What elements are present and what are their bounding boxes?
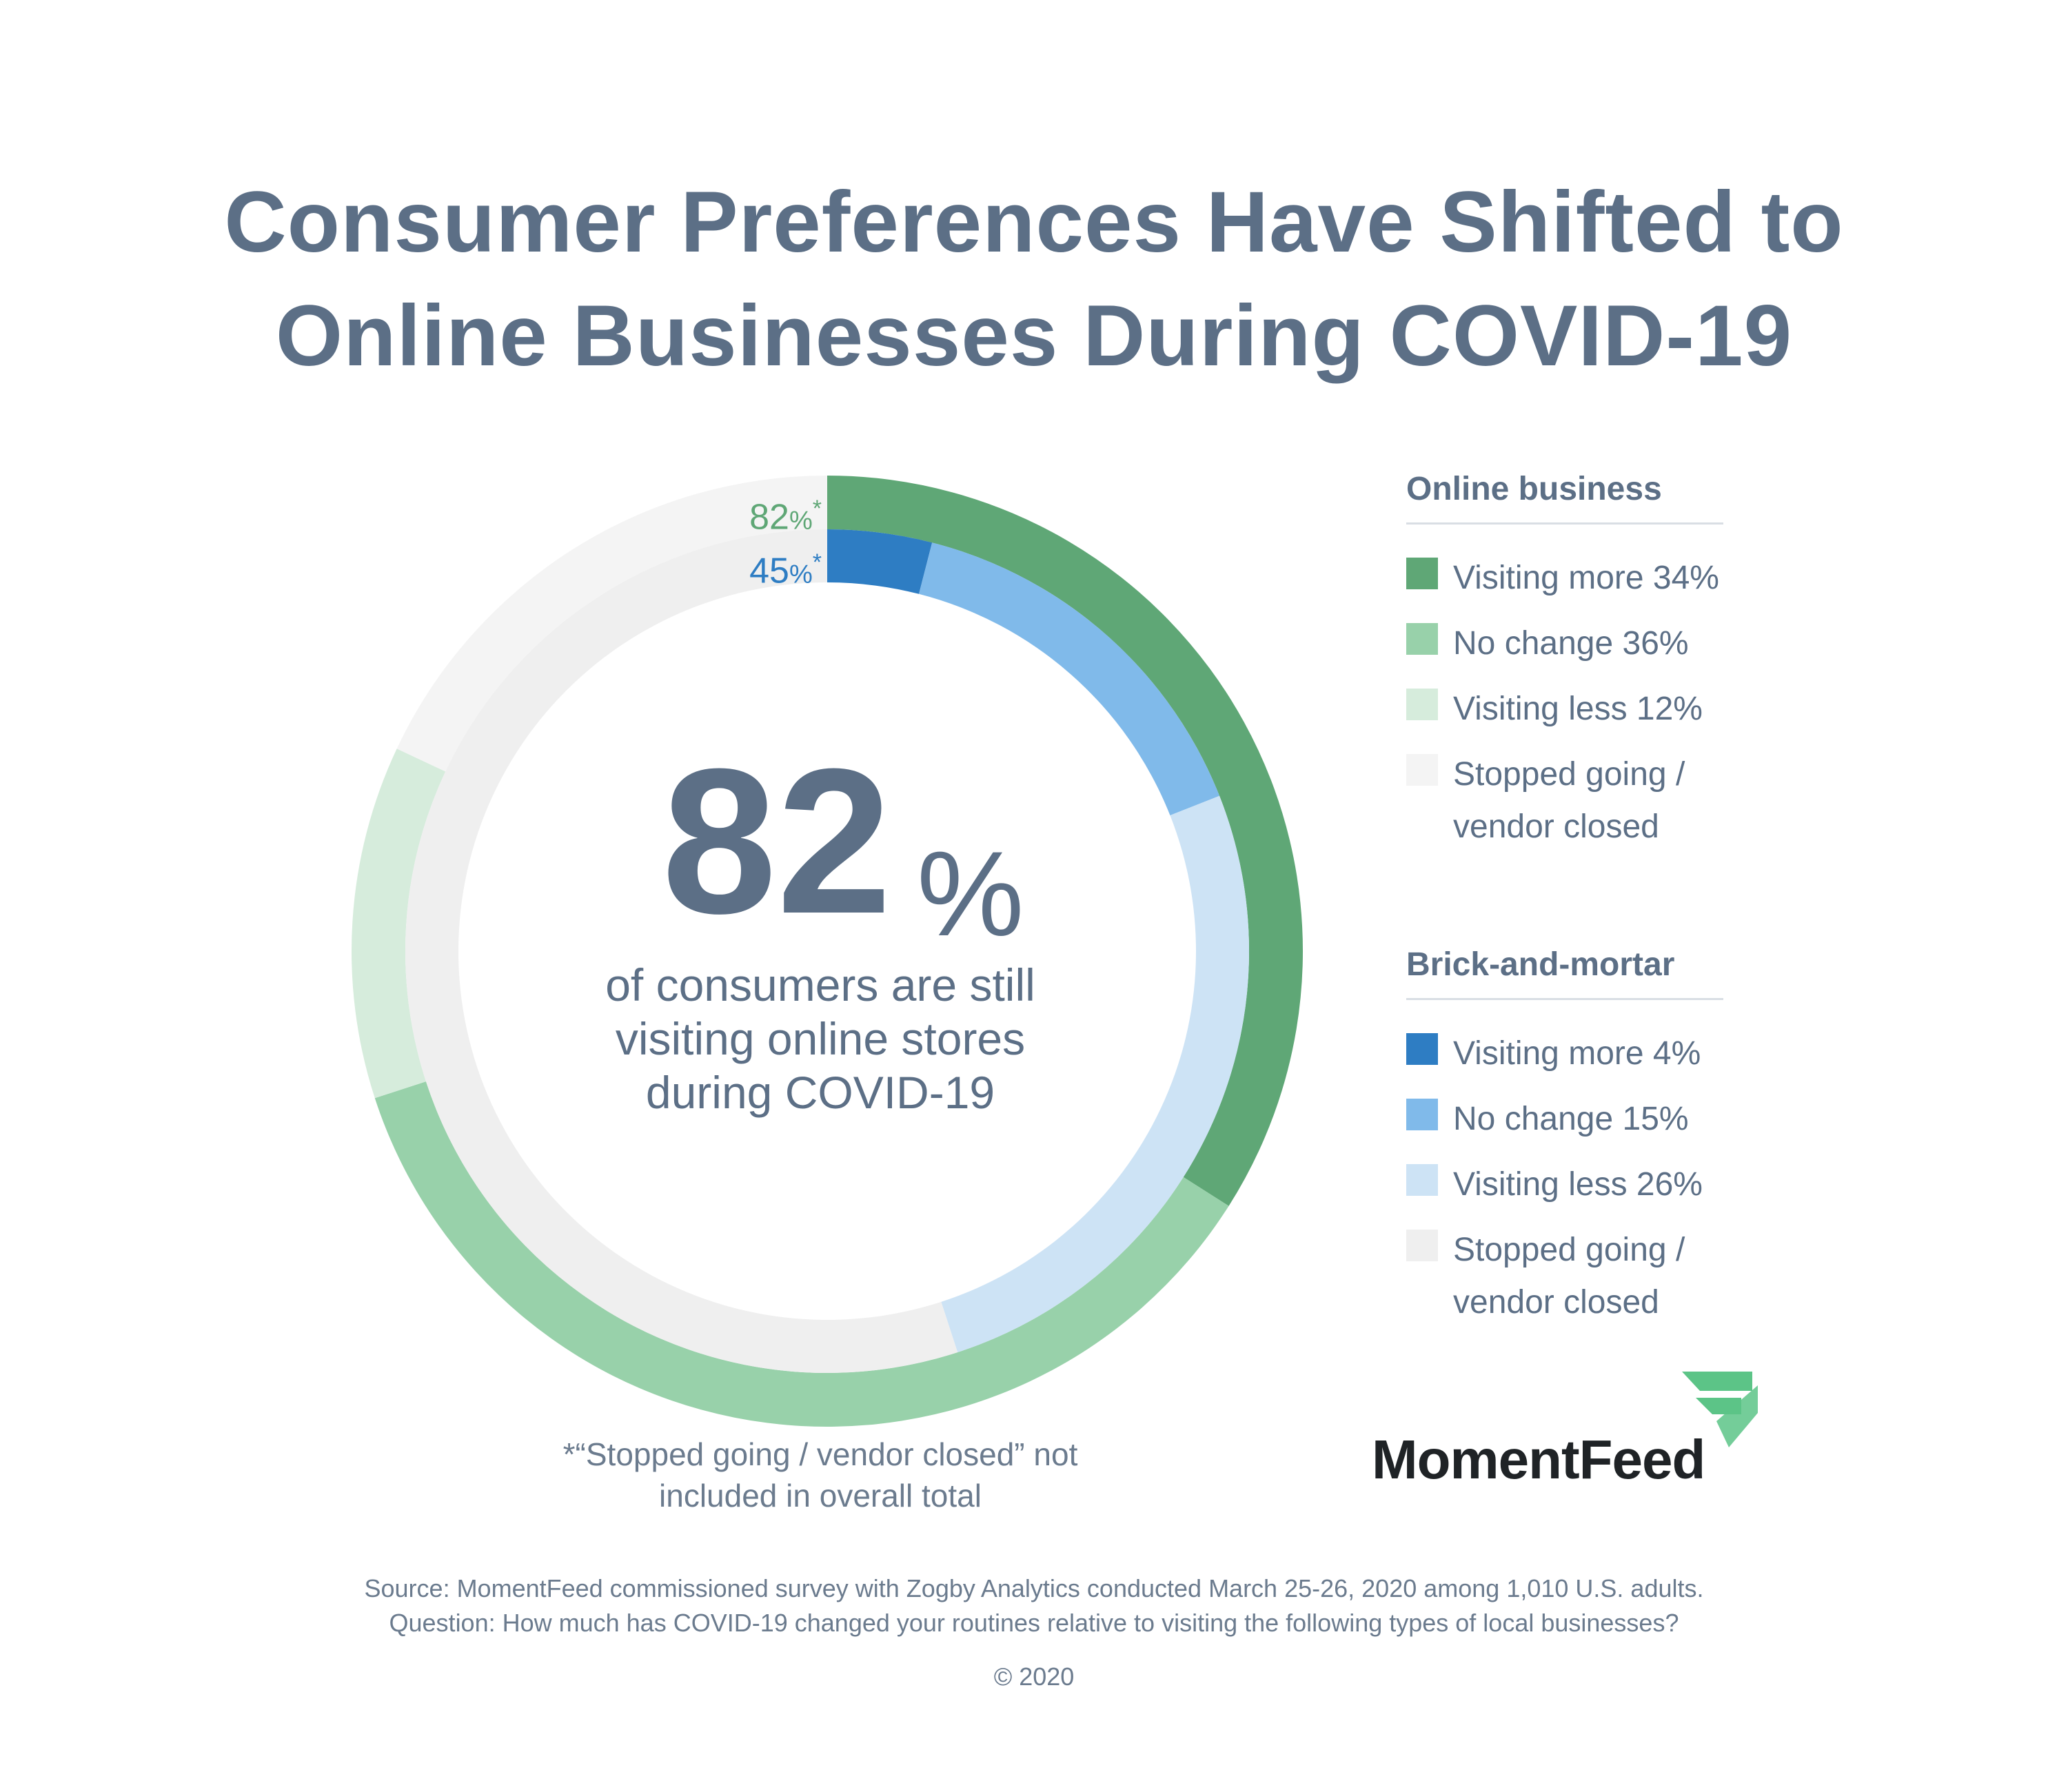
brick-total-asterisk: * [812, 549, 822, 576]
source-note: Source: MomentFeed commissioned survey w… [0, 1571, 2068, 1640]
center-caption-line-1: of consumers are still [605, 959, 1035, 1010]
legend-brick-item: Stopped going / vendor closed [1406, 1224, 1792, 1329]
online-total-unit: % [789, 506, 813, 536]
legend-online-label: No change 36% [1453, 625, 1689, 662]
copyright: © 2020 [993, 1662, 1075, 1691]
outer-ring-slice [396, 476, 827, 772]
legend-brick-label: Stopped going / vendor closed [1453, 1232, 1685, 1321]
center-caption-line-3: during COVID-19 [645, 1067, 995, 1118]
legend-online-title: Online business [1406, 469, 1723, 525]
legend-online-swatch [1406, 754, 1438, 786]
legend-brick-label: No change 15% [1453, 1101, 1689, 1137]
page-title: Consumer Preferences Have Shifted to Onl… [0, 165, 2068, 393]
legend-brick-label: Visiting less 26% [1453, 1166, 1703, 1203]
legend-online-item: Visiting more 34% [1406, 552, 1792, 604]
legend-online-swatch [1406, 689, 1438, 720]
inner-ring-brick [405, 529, 1250, 1374]
online-total-asterisk: * [812, 496, 822, 522]
brick-total-callout: 45%* [749, 543, 822, 593]
legend-brick-label: Visiting more 4% [1453, 1035, 1701, 1072]
outer-ring-online [351, 476, 1303, 1427]
outer-ring-slice [351, 749, 446, 1099]
donut-chart [351, 476, 1303, 1427]
legend-online-label: Visiting more 34% [1453, 560, 1719, 596]
legend-online-item: Stopped going / vendor closed [1406, 749, 1792, 853]
brick-total-unit: % [789, 560, 813, 589]
outer-ring-slice [374, 1081, 1229, 1427]
brick-total-value: 45 [749, 551, 789, 591]
legend-online-label: Stopped going / vendor closed [1453, 756, 1685, 845]
brand-name: MomentFeed [1372, 1429, 1705, 1490]
legend-brick-swatch [1406, 1164, 1438, 1196]
legend-brick-swatch [1406, 1230, 1438, 1261]
legend-brick-item: Visiting less 26% [1406, 1159, 1792, 1211]
legend-online-swatch [1406, 558, 1438, 589]
online-total-callout: 82%* [749, 489, 822, 540]
legend-brick-swatch [1406, 1099, 1438, 1130]
online-total-value: 82 [749, 497, 789, 538]
legend-online-items: Visiting more 34% No change 36% Visiting l… [1406, 552, 1792, 853]
legend-online-item: No change 36% [1406, 618, 1792, 670]
center-stat-unit: % [917, 827, 1024, 961]
legend-online-item: Visiting less 12% [1406, 683, 1792, 735]
center-stat-value: 82 [662, 725, 892, 957]
footnote-line-2: included in overall total [659, 1478, 982, 1514]
center-stat-caption: of consumers are still visiting online s… [551, 958, 1089, 1119]
legend-brick-swatch [1406, 1033, 1438, 1065]
center-caption-line-2: visiting online stores [615, 1013, 1026, 1064]
legend-online-label: Visiting less 12% [1453, 691, 1703, 727]
source-line-2: Question: How much has COVID-19 changed … [389, 1609, 1679, 1637]
inner-ring-slice [827, 529, 933, 594]
legend-brick-items: Visiting more 4% No change 15% Visiting le… [1406, 1028, 1792, 1329]
legend-online-swatch [1406, 623, 1438, 655]
brand-logo: MomentFeed [1372, 1372, 1758, 1496]
legend-brick-item: Visiting more 4% [1406, 1028, 1792, 1080]
inner-ring-slice [941, 795, 1250, 1353]
footnote: *“Stopped going / vendor closed” not inc… [483, 1434, 1158, 1516]
legend-brick-item: No change 15% [1406, 1093, 1792, 1146]
outer-ring-slice [827, 476, 1303, 1206]
legend-online: Online business Visiting more 34% No chan… [1406, 469, 1792, 866]
title-line-1: Consumer Preferences Have Shifted to [224, 174, 1844, 270]
inner-ring-slice [919, 542, 1220, 816]
source-line-1: Source: MomentFeed commissioned survey w… [364, 1574, 1704, 1602]
legend-brick: Brick-and-mortar Visiting more 4% No chan… [1406, 944, 1792, 1342]
footnote-line-1: *“Stopped going / vendor closed” not [562, 1436, 1078, 1472]
legend-brick-title: Brick-and-mortar [1406, 944, 1723, 1000]
momentfeed-flag-icon [1682, 1372, 1758, 1447]
title-line-2: Online Businesses During COVID-19 [275, 288, 1793, 384]
